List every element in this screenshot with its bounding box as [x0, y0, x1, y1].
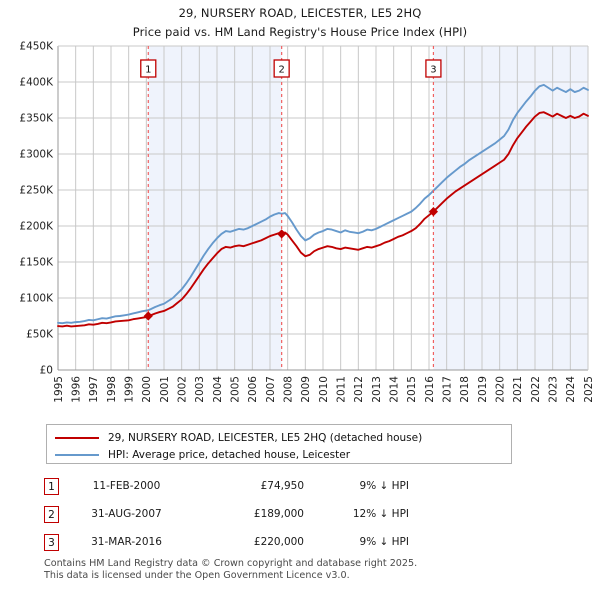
price-history-chart: £0 £50K £100K £150K £200K £250K £300K £350K £400…: [19, 41, 595, 403]
ownership-shaded-span: [148, 46, 282, 370]
y-axis-tick-label: £450K: [19, 41, 54, 53]
transaction-index-badge: 3: [44, 533, 59, 551]
copyright-footer: Contains HM Land Registry data © Crown c…: [44, 558, 564, 581]
footer-line-1: Contains HM Land Registry data © Crown c…: [44, 558, 418, 569]
x-axis-tick-label: 2003: [194, 376, 206, 403]
transaction-hpi-delta: 9% ↓ HPI: [359, 480, 409, 492]
x-axis-tick-label: 2004: [212, 376, 224, 403]
x-axis-tick-label: 1998: [106, 376, 118, 403]
x-axis-tick-label: 2020: [494, 376, 506, 403]
legend-item-property: 29, NURSERY ROAD, LEICESTER, LE5 2HQ (de…: [55, 430, 503, 446]
transaction-price: £74,950: [260, 480, 304, 492]
page-subtitle: Price paid vs. HM Land Registry's House …: [132, 25, 468, 39]
event-marker-badge-label: 1: [145, 65, 151, 76]
y-axis-tick-label: £350K: [19, 113, 54, 125]
x-axis-tick-label: 2024: [565, 376, 577, 403]
transactions-table: 1 11-FEB-2000 £74,950 9% ↓ HPI 2 31-AUG-…: [44, 472, 464, 556]
x-axis-tick-label: 2008: [282, 376, 294, 403]
event-marker-badge[interactable]: [425, 59, 442, 78]
event-marker-badge[interactable]: [273, 59, 290, 78]
y-axis-tick-label: £150K: [19, 257, 54, 269]
x-axis-tick-label: 2015: [406, 376, 418, 403]
y-axis-tick-label: £50K: [26, 329, 54, 341]
event-marker-badge-label: 2: [278, 65, 284, 76]
ownership-shaded-span: [433, 46, 588, 370]
x-axis-tick-label: 2006: [247, 376, 259, 403]
y-axis-tick-label: £200K: [19, 221, 54, 233]
chart-legend: 29, NURSERY ROAD, LEICESTER, LE5 2HQ (de…: [46, 424, 512, 464]
x-axis-tick-label: 2001: [159, 376, 171, 403]
x-axis-tick-label: 2017: [441, 376, 453, 403]
x-axis-tick-label: 2012: [353, 376, 365, 403]
transaction-date: 31-AUG-2007: [91, 508, 162, 520]
legend-swatch-property: [55, 437, 99, 439]
x-axis-tick-label: 1997: [88, 376, 100, 403]
legend-label-hpi: HPI: Average price, detached house, Leic…: [108, 449, 351, 461]
x-axis-tick-label: 1996: [70, 376, 82, 403]
y-axis-tick-label: £250K: [19, 185, 54, 197]
y-axis-tick-label: £100K: [19, 293, 54, 305]
x-axis-tick-label: 2018: [459, 376, 471, 403]
x-axis-tick-label: 2005: [229, 376, 241, 403]
x-axis-tick-label: 2000: [141, 376, 153, 403]
series-line-hpi: [57, 83, 589, 325]
table-row: 2 31-AUG-2007 £189,000 12% ↓ HPI: [44, 500, 464, 528]
table-row: 3 31-MAR-2016 £220,000 9% ↓ HPI: [44, 528, 464, 556]
x-axis-tick-label: 2023: [547, 376, 559, 403]
y-axis-tick-label: £300K: [19, 149, 54, 161]
table-row: 1 11-FEB-2000 £74,950 9% ↓ HPI: [44, 472, 464, 500]
y-axis-tick-label: £0: [40, 365, 53, 377]
page-title: 29, NURSERY ROAD, LEICESTER, LE5 2HQ: [178, 6, 422, 20]
transaction-index-badge: 2: [44, 505, 59, 523]
x-axis-tick-label: 2022: [530, 376, 542, 403]
transaction-index-badge: 1: [44, 477, 59, 495]
x-axis-tick-label: 2009: [300, 376, 312, 403]
legend-label-property: 29, NURSERY ROAD, LEICESTER, LE5 2HQ (de…: [108, 432, 423, 444]
chart-titles: 29, NURSERY ROAD, LEICESTER, LE5 2HQ Pri…: [0, 0, 600, 39]
transaction-date: 11-FEB-2000: [92, 480, 161, 492]
chart-plot-area: £0 £50K £100K £150K £200K £250K £300K £350K £400…: [19, 41, 595, 403]
x-axis-tick-label: 2002: [176, 376, 188, 403]
event-marker-badge-label: 3: [430, 65, 436, 76]
x-axis-tick-label: 2014: [388, 376, 400, 403]
x-axis-tick-label: 1999: [123, 376, 135, 403]
x-axis-tick-label: 2013: [371, 376, 383, 403]
x-axis-tick-label: 1995: [53, 376, 65, 403]
x-axis-tick-label: 2007: [265, 376, 277, 403]
x-axis-tick-label: 2019: [477, 376, 489, 403]
x-axis-tick-label: 2011: [335, 376, 347, 403]
footer-line-2: This data is licensed under the Open Gov…: [44, 569, 350, 581]
legend-swatch-hpi: [55, 454, 99, 456]
transaction-date: 31-MAR-2016: [91, 536, 162, 548]
x-axis-tick-label: 2016: [424, 376, 436, 403]
event-marker-badge[interactable]: [140, 59, 157, 78]
y-axis-tick-label: £400K: [19, 77, 54, 89]
legend-item-hpi: HPI: Average price, detached house, Leic…: [55, 447, 503, 463]
transaction-price: £220,000: [253, 536, 304, 548]
transaction-point-marker[interactable]: [143, 311, 153, 321]
x-axis-tick-label: 2025: [583, 376, 595, 403]
x-axis-tick-label: 2021: [512, 376, 524, 403]
transaction-point-marker[interactable]: [277, 229, 287, 239]
transaction-hpi-delta: 12% ↓ HPI: [352, 508, 409, 520]
x-axis-tick-label: 2010: [318, 376, 330, 403]
transaction-price: £189,000: [253, 508, 304, 520]
transaction-hpi-delta: 9% ↓ HPI: [359, 536, 409, 548]
transaction-point-marker[interactable]: [428, 207, 439, 217]
